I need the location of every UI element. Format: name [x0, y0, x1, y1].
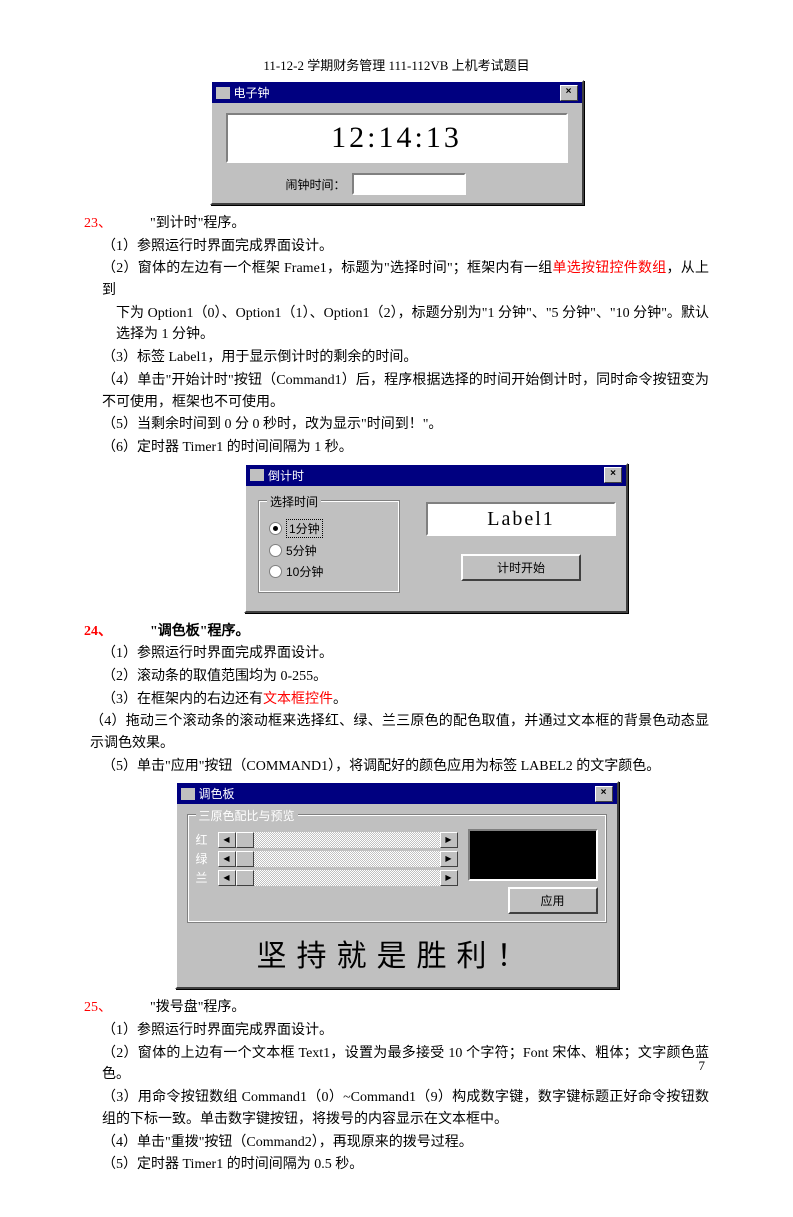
- green-scroll[interactable]: ◀▶: [218, 851, 458, 867]
- label1-display: Label1: [426, 502, 616, 536]
- q24-num: 24、: [84, 621, 150, 643]
- q23-1: （1）参照运行时界面完成界面设计。: [84, 236, 709, 258]
- alarm-label: 闹钟时间：: [286, 176, 346, 193]
- palette-group: 三原色配比与预览: [196, 807, 298, 824]
- start-button[interactable]: 计时开始: [461, 554, 581, 581]
- color-preview: [468, 829, 598, 881]
- q25-num: 25、: [84, 997, 150, 1019]
- option-10min[interactable]: 10分钟: [269, 563, 389, 580]
- q23-6: （6）定时器 Timer1 的时间间隔为 1 秒。: [84, 437, 709, 459]
- q25-5: （5）定时器 Timer1 的时间间隔为 0.5 秒。: [84, 1154, 709, 1176]
- q23-num: 23、: [84, 213, 150, 235]
- red-scroll[interactable]: ◀▶: [218, 832, 458, 848]
- q24-title: "调色板"程序。: [150, 624, 250, 639]
- alarm-input[interactable]: [352, 173, 466, 195]
- q23-2: （2）窗体的左边有一个框架 Frame1，标题为"选择时间"；框架内有一组单选按…: [84, 258, 709, 301]
- q25-1: （1）参照运行时界面完成界面设计。: [84, 1020, 709, 1042]
- page-header: 11-12-2 学期财务管理 111-112VB 上机考试题目: [84, 55, 709, 74]
- palette-title: 调色板: [199, 785, 235, 802]
- row-blue: 兰: [196, 869, 212, 886]
- q24-2: （2）滚动条的取值范围均为 0-255。: [84, 666, 709, 688]
- time-display: 12:14:13: [226, 113, 568, 163]
- q24-5: （5）单击"应用"按钮（COMMAND1），将调配好的颜色应用为标签 LABEL…: [84, 756, 709, 778]
- app-icon: [216, 87, 230, 99]
- motto-label: 坚持就是胜利！: [187, 927, 607, 983]
- q23-5: （5）当剩余时间到 0 分 0 秒时，改为显示"时间到！"。: [84, 414, 709, 436]
- palette-window: 调色板 × 三原色配比与预览 红 ◀▶: [175, 781, 619, 989]
- countdown-title: 倒计时: [268, 467, 304, 484]
- q24-4: （4）拖动三个滚动条的滚动框来选择红、绿、兰三原色的配色取值，并通过文本框的背景…: [84, 711, 709, 754]
- page-number: 7: [699, 1058, 706, 1074]
- countdown-window: 倒计时 × 选择时间 1分钟 5分钟 10分钟 Label1 计时开始: [244, 463, 628, 613]
- q23-title: "到计时"程序。: [150, 216, 245, 231]
- q25-2: （2）窗体的上边有一个文本框 Text1，设置为最多接受 10 个字符；Font…: [84, 1043, 709, 1086]
- close-icon[interactable]: ×: [604, 467, 622, 483]
- app-icon: [181, 788, 195, 800]
- group-title: 选择时间: [267, 493, 321, 510]
- close-icon[interactable]: ×: [560, 85, 578, 101]
- q23-3: （3）标签 Label1，用于显示倒计时的剩余的时间。: [84, 347, 709, 369]
- option-1min[interactable]: 1分钟: [269, 519, 389, 538]
- app-icon: [250, 469, 264, 481]
- blue-scroll[interactable]: ◀▶: [218, 870, 458, 886]
- q24-1: （1）参照运行时界面完成界面设计。: [84, 643, 709, 665]
- q25-3: （3）用命令按钮数组 Command1（0）~Command1（9）构成数字键，…: [84, 1087, 709, 1130]
- apply-button[interactable]: 应用: [508, 887, 598, 914]
- q25-4: （4）单击"重拨"按钮（Command2），再现原来的拨号过程。: [84, 1132, 709, 1154]
- clock-title: 电子钟: [234, 84, 270, 101]
- q25-title: "拨号盘"程序。: [150, 1000, 245, 1015]
- option-5min[interactable]: 5分钟: [269, 542, 389, 559]
- row-green: 绿: [196, 850, 212, 867]
- q23-4: （4）单击"开始计时"按钮（Command1）后，程序根据选择的时间开始倒计时，…: [84, 370, 709, 413]
- q23-2b: 下为 Option1（0）、Option1（1）、Option1（2），标题分别…: [84, 303, 709, 346]
- q24-3: （3）在框架内的右边还有文本框控件。: [84, 689, 709, 711]
- close-icon[interactable]: ×: [595, 786, 613, 802]
- clock-window: 电子钟 × 12:14:13 闹钟时间：: [210, 80, 584, 205]
- row-red: 红: [196, 831, 212, 848]
